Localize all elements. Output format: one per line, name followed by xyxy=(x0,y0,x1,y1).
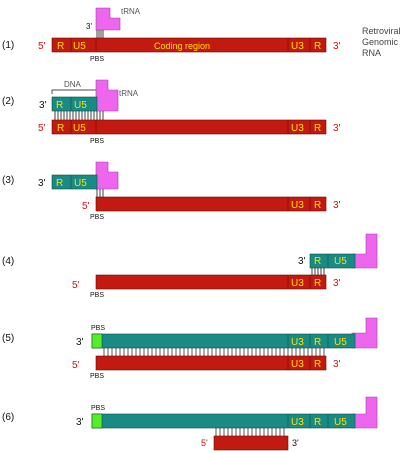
rna-r3-label: R xyxy=(314,41,321,52)
dna-u5-label: U5 xyxy=(334,337,347,348)
genomic-rna-title-1: Retroviral xyxy=(362,26,400,36)
rna-5prime-label: 5' xyxy=(72,360,80,371)
pbs-base-pairs xyxy=(96,30,104,38)
dna-u3-label: U3 xyxy=(291,337,304,348)
trna-molecule xyxy=(95,7,121,31)
r-region-base-pairs xyxy=(311,268,325,275)
rna-r3-label: R xyxy=(314,278,321,289)
ppt-base-pairs xyxy=(215,428,285,436)
dna-r-label: R xyxy=(314,337,321,348)
rna-r3-label: R xyxy=(314,123,321,134)
trna-molecule xyxy=(95,79,119,112)
pbs-top-label: PBS xyxy=(91,325,105,332)
rna-3prime-label: 3' xyxy=(333,123,341,134)
fragment-3prime-label: 3' xyxy=(292,438,299,448)
dna-r-label: R xyxy=(314,256,321,267)
rna-r3-label: R xyxy=(314,200,321,211)
rna-5prime-label: 5' xyxy=(38,123,46,134)
trna-molecule xyxy=(351,396,378,429)
rna-r3-label: R xyxy=(314,359,321,370)
step-2: (2) DNA tRNA 3' R U5 5' R xyxy=(2,79,341,145)
genomic-rna-strand xyxy=(51,119,327,135)
trna-molecule xyxy=(95,161,119,190)
rna-u3-label: U3 xyxy=(291,41,304,52)
rna-r-label: R xyxy=(57,123,64,134)
pbs-label: PBS xyxy=(90,56,104,63)
genomic-rna-strand xyxy=(95,355,327,371)
rna-r-label: R xyxy=(57,41,64,52)
genomic-rna-strand xyxy=(95,274,327,290)
dna-bracket xyxy=(51,89,98,94)
dna-3prime-label: 3' xyxy=(76,337,84,348)
trna-molecule xyxy=(351,233,378,269)
rna-3prime-label: 3' xyxy=(333,200,341,211)
rna-5prime-label: 5' xyxy=(38,41,46,52)
rna-u3-label: U3 xyxy=(291,359,304,370)
step-1: (1) tRNA 3' 5' R U5 Coding region U3 R 3… xyxy=(2,7,400,63)
dna-u5-label: U5 xyxy=(74,100,87,111)
trna-3prime-label: 3' xyxy=(86,22,92,31)
minus-strand-dna xyxy=(309,253,356,269)
pbs-dna-segment xyxy=(91,413,103,429)
dna-3prime-label: 3' xyxy=(38,178,46,189)
minus-strand-dna xyxy=(51,96,98,112)
dna-u3-label: U3 xyxy=(291,417,304,428)
rna-fragment xyxy=(213,435,289,451)
trna-molecule xyxy=(351,317,378,349)
rna-u3-label: U3 xyxy=(291,278,304,289)
dna-u5-label: U5 xyxy=(334,256,347,267)
step-5-label: (5) xyxy=(2,333,14,344)
dna-3prime-label: 3' xyxy=(76,417,84,428)
genomic-rna-strand xyxy=(95,196,327,212)
rna-5prime-label: 5' xyxy=(72,280,80,291)
pbs-base-pairs xyxy=(96,189,104,197)
genomic-rna-title-3: RNA xyxy=(362,48,381,58)
step-3: (3) 3' R U5 5' U3 R 3' PBS xyxy=(2,161,341,221)
dna-r-label: R xyxy=(56,178,63,189)
step-5: (5) PBS 3' U3 R U5 xyxy=(2,317,378,380)
pbs-dna-segment xyxy=(91,333,103,349)
rna-3prime-label: 3' xyxy=(333,278,341,289)
rna-3prime-label: 3' xyxy=(333,41,341,52)
dna-label: DNA xyxy=(64,80,82,89)
dna-3prime-label: 3' xyxy=(298,256,306,267)
dna-r-label: R xyxy=(56,100,63,111)
rna-u3-label: U3 xyxy=(291,200,304,211)
step-6-label: (6) xyxy=(2,412,14,423)
step-4: (4) 3' R U5 5' U3 R 3' PBS xyxy=(2,233,378,299)
rna-5prime-label: 5' xyxy=(82,201,90,212)
step-3-label: (3) xyxy=(2,175,14,186)
pbs-label: PBS xyxy=(90,214,104,221)
dna-r-label: R xyxy=(314,417,321,428)
rna-u5-label: U5 xyxy=(73,123,86,134)
rna-u5-label: U5 xyxy=(73,41,86,52)
pbs-label: PBS xyxy=(90,373,104,380)
genomic-rna-title-2: Genomic xyxy=(362,37,399,47)
rna-3prime-label: 3' xyxy=(333,359,341,370)
dna-3prime-label: 3' xyxy=(39,100,47,111)
trna-label: tRNA xyxy=(119,89,139,98)
pbs-top-label: PBS xyxy=(91,405,105,412)
minus-strand-dna xyxy=(51,174,98,190)
dna-rna-base-pairs xyxy=(54,111,104,120)
pbs-label: PBS xyxy=(90,138,104,145)
step-4-label: (4) xyxy=(2,256,14,267)
coding-region-label: Coding region xyxy=(154,41,210,51)
pbs-label: PBS xyxy=(90,292,104,299)
dna-u5-label: U5 xyxy=(74,178,87,189)
dna-u5-label: U5 xyxy=(334,417,347,428)
genomic-rna-strand xyxy=(51,37,327,53)
step-2-label: (2) xyxy=(2,96,14,107)
dna-rna-base-pairs xyxy=(103,348,325,356)
fragment-5prime-label: 5' xyxy=(201,438,208,448)
rna-u3-label: U3 xyxy=(291,123,304,134)
trna-label: tRNA xyxy=(121,7,141,16)
step-1-label: (1) xyxy=(2,40,14,51)
step-6: (6) PBS 3' U3 R U5 5' 3' xyxy=(2,396,378,451)
